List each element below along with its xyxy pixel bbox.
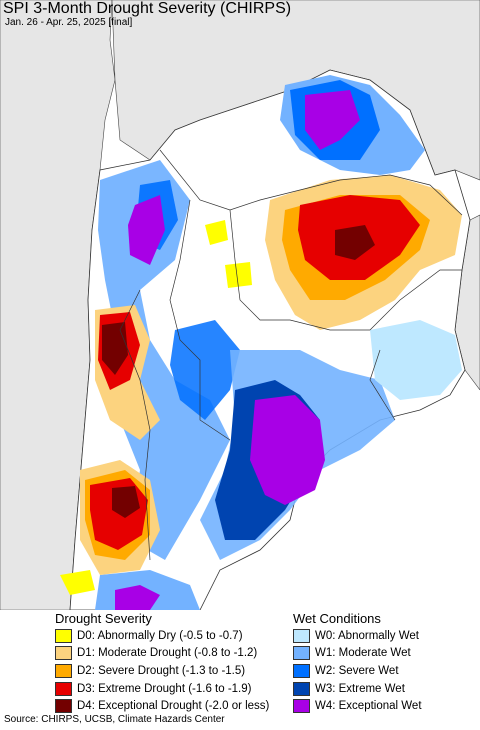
swatch-w1 <box>293 646 310 661</box>
legend-item-w1: W1: Moderate Wet <box>293 645 422 663</box>
legend-label-w2: W2: Severe Wet <box>315 664 399 677</box>
d0-center <box>225 262 252 288</box>
borders <box>119 149 463 561</box>
legend-item-d0: D0: Abnormally Dry (-0.5 to -0.7) <box>55 627 269 645</box>
source-credit: Source: CHIRPS, UCSB, Climate Hazards Ce… <box>4 714 225 725</box>
ocean <box>200 390 480 610</box>
map-svg <box>0 0 480 610</box>
map-title: SPI 3-Month Drought Severity (CHIRPS) <box>3 0 292 17</box>
w4-west <box>128 195 165 265</box>
legend-drought-heading: Drought Severity <box>55 611 152 626</box>
swatch-d4 <box>55 699 72 714</box>
legend-label-d2: D2: Severe Drought (-1.3 to -1.5) <box>77 664 246 677</box>
w4-north <box>305 90 360 150</box>
legend-label-w1: W1: Moderate Wet <box>315 647 411 660</box>
d0-south <box>60 570 95 595</box>
legend-item-w3: W3: Extreme Wet <box>293 680 422 698</box>
swatch-d2 <box>55 663 72 678</box>
legend-label-d1: D1: Moderate Drought (-0.8 to -1.2) <box>77 647 258 660</box>
legend: Drought Severity D0: Abnormally Dry (-0.… <box>0 610 480 714</box>
swatch-d3 <box>55 681 72 696</box>
legend-item-d1: D1: Moderate Drought (-0.8 to -1.2) <box>55 645 269 663</box>
legend-label-d3: D3: Extreme Drought (-1.6 to -1.9) <box>77 682 252 695</box>
map-subtitle: Jan. 26 - Apr. 25, 2025 [final] <box>5 17 133 28</box>
legend-wet-heading: Wet Conditions <box>293 611 381 626</box>
legend-label-d0: D0: Abnormally Dry (-0.5 to -0.7) <box>77 629 243 642</box>
swatch-w2 <box>293 663 310 678</box>
legend-label-w0: W0: Abnormally Wet <box>315 629 419 642</box>
legend-wet: Wet Conditions W0: Abnormally Wet W1: Mo… <box>293 610 422 715</box>
w4-south <box>115 585 160 610</box>
legend-item-d3: D3: Extreme Drought (-1.6 to -1.9) <box>55 680 269 698</box>
swatch-d1 <box>55 646 72 661</box>
legend-item-d4: D4: Exceptional Drought (-2.0 or less) <box>55 697 269 715</box>
w1-west <box>98 160 230 560</box>
legend-label-w4: W4: Exceptional Wet <box>315 700 422 713</box>
w2-center <box>170 320 240 420</box>
w4-central <box>250 395 325 505</box>
d4-west-mid <box>102 322 128 375</box>
swatch-d0 <box>55 628 72 643</box>
d4-southwest <box>112 486 140 518</box>
legend-item-d2: D2: Severe Drought (-1.3 to -1.5) <box>55 662 269 680</box>
swatch-w0 <box>293 628 310 643</box>
w0-east <box>370 320 462 400</box>
d4-northeast <box>335 225 375 260</box>
drought-map <box>0 0 480 610</box>
legend-drought: Drought Severity D0: Abnormally Dry (-0.… <box>55 610 269 715</box>
legend-item-w4: W4: Exceptional Wet <box>293 697 422 715</box>
d0-north <box>205 220 228 245</box>
legend-item-w2: W2: Severe Wet <box>293 662 422 680</box>
legend-item-w0: W0: Abnormally Wet <box>293 627 422 645</box>
legend-label-d4: D4: Exceptional Drought (-2.0 or less) <box>77 700 270 713</box>
swatch-w3 <box>293 681 310 696</box>
legend-label-w3: W3: Extreme Wet <box>315 682 405 695</box>
swatch-w4 <box>293 699 310 714</box>
